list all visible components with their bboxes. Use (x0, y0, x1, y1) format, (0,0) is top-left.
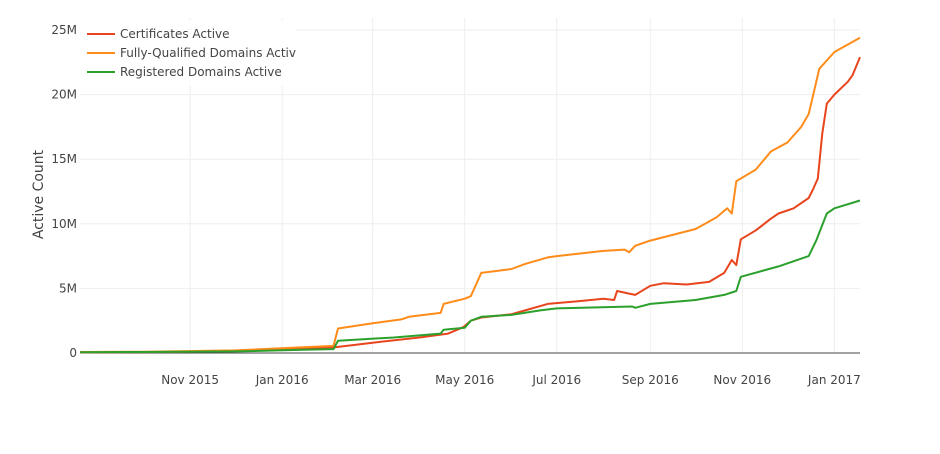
x-tick-label: Nov 2015 (161, 373, 219, 387)
y-axis-title: Active Count (31, 149, 47, 239)
y-tick-label: 20M (51, 88, 77, 102)
x-tick-label: Nov 2016 (713, 373, 771, 387)
legend-label: Certificates Active (120, 27, 230, 41)
legend-item[interactable]: Certificates Active (87, 27, 230, 41)
x-tick-label: Mar 2016 (344, 373, 401, 387)
y-tick-label: 5M (59, 281, 77, 295)
series-lines (79, 36, 861, 354)
y-tick-label: 25M (51, 23, 77, 37)
y-axis-ticks: 0 5M 10M 15M 20M 25M (51, 23, 77, 360)
y-tick-label: 10M (51, 217, 77, 231)
x-tick-label: May 2016 (435, 373, 494, 387)
x-tick-label: Jan 2016 (255, 373, 309, 387)
series-line-2 (79, 36, 861, 353)
y-tick-label: 15M (51, 152, 77, 166)
legend-background (80, 20, 296, 86)
legend-item[interactable]: Registered Domains Active (87, 65, 282, 79)
series-line-1 (79, 56, 861, 354)
legend-label: Fully-Qualified Domains Active (120, 46, 303, 60)
x-tick-label: Sep 2016 (622, 373, 679, 387)
x-tick-label: Jan 2017 (807, 373, 861, 387)
legend[interactable]: Certificates Active Fully-Qualified Domai… (80, 20, 303, 86)
y-tick-label: 0 (69, 346, 77, 360)
legend-label: Registered Domains Active (120, 65, 282, 79)
legend-item[interactable]: Fully-Qualified Domains Active (87, 46, 303, 60)
series-line-3 (79, 199, 861, 354)
x-axis-ticks: Nov 2015 Jan 2016 Mar 2016 May 2016 Jul 2016… (161, 373, 861, 387)
x-tick-label: Jul 2016 (531, 373, 581, 387)
